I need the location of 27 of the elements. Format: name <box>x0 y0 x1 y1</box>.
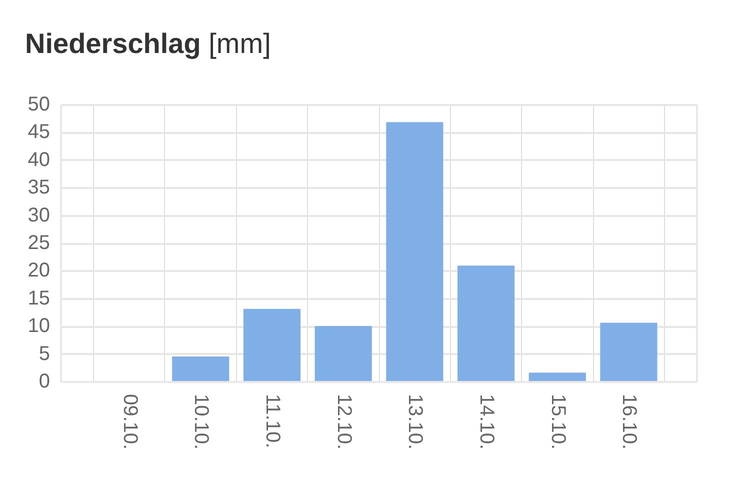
x-tick-label: 14.10. <box>476 394 498 450</box>
y-tick-label: 40 <box>28 148 50 171</box>
y-tick-label: 25 <box>28 232 50 254</box>
y-tick-label: 45 <box>28 121 50 144</box>
y-tick-label: 35 <box>28 176 50 199</box>
y-tick-label: 0 <box>38 370 50 393</box>
bar <box>243 308 301 381</box>
x-tick-label: 12.10. <box>332 394 355 450</box>
bar <box>314 326 372 381</box>
x-tick-label: 15.10. <box>546 394 569 450</box>
x-tick-label: 13.10. <box>404 394 426 450</box>
bar <box>600 322 658 381</box>
x-tick-label: 16.10. <box>618 394 640 450</box>
x-tick-label: 10.10. <box>190 394 212 450</box>
y-tick-label: 10 <box>28 315 50 338</box>
y-tick-label: 15 <box>28 287 50 310</box>
y-tick-label: 30 <box>28 204 50 226</box>
x-tick-label: 09.10. <box>118 394 141 450</box>
bar <box>528 372 586 381</box>
y-tick-label: 50 <box>28 94 50 116</box>
x-tick-label: 11.10. <box>261 394 284 448</box>
bar <box>457 266 515 381</box>
chart-title: Niederschlag [mm] <box>25 28 271 59</box>
bar <box>386 122 444 381</box>
bar <box>172 356 230 381</box>
y-tick-label: 5 <box>38 342 50 365</box>
y-tick-label: 20 <box>28 260 50 282</box>
